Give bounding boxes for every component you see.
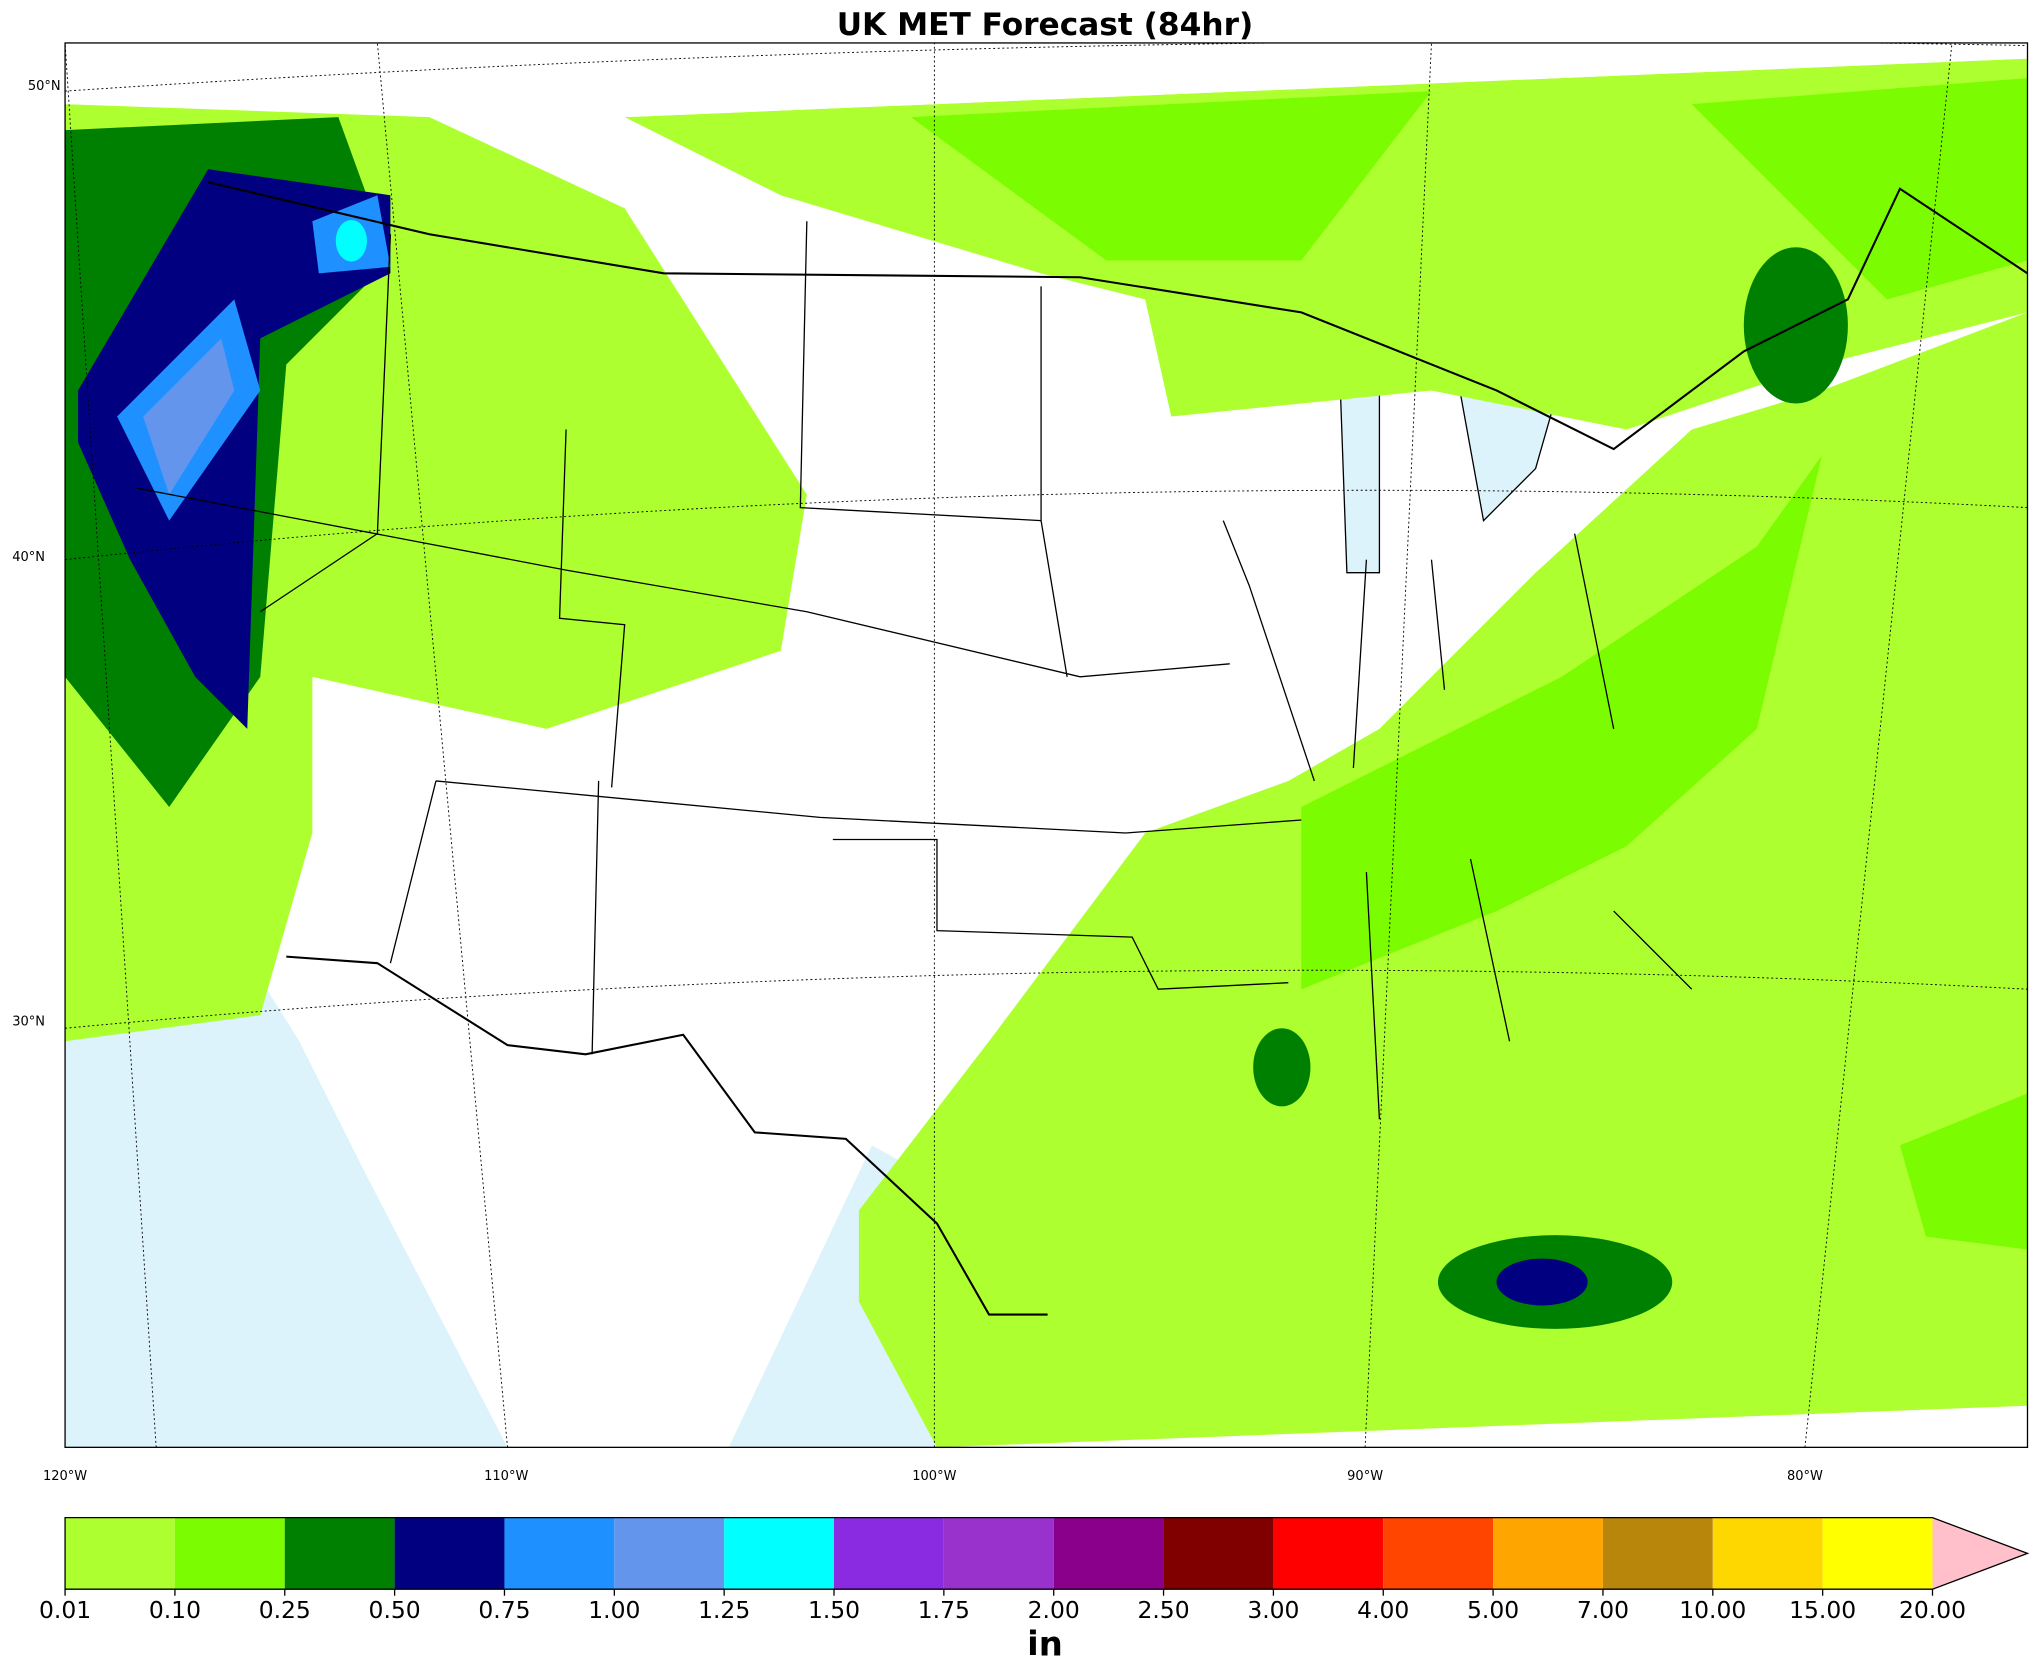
map-title: UK MET Forecast (84hr) (837, 7, 1254, 43)
precip-area (1301, 455, 2028, 1250)
colorbar-tick-label: 1.50 (808, 1596, 860, 1624)
colorbar-tick-label: 5.00 (1467, 1596, 1519, 1624)
colorbar-segment (1493, 1517, 1603, 1590)
outside-domain (65, 42, 2028, 118)
longitude-label: 80°W (1787, 1469, 1823, 1484)
precip-area (1496, 1258, 1588, 1306)
latitude-label: 40°N (12, 550, 45, 565)
precip-area (1253, 1028, 1311, 1107)
country-border (286, 955, 1048, 1316)
colorbar-segment (504, 1517, 615, 1590)
colorbar-segment (1602, 1517, 1713, 1590)
colorbar-tick-label: 1.75 (918, 1596, 970, 1624)
colorbar-unit: in (1027, 1625, 1063, 1664)
colorbar-tick-label: 0.25 (259, 1596, 311, 1624)
colorbar-tick-label: 7.00 (1577, 1596, 1629, 1624)
outside-domain (65, 1405, 2028, 1448)
colorbar-tick-label: 1.25 (698, 1596, 750, 1624)
precip-area (143, 338, 235, 495)
latitude-label: 50°N (28, 79, 61, 94)
longitude-label: 90°W (1347, 1469, 1383, 1484)
longitude-label: 120°W (43, 1469, 87, 1484)
colorbar-segment (834, 1517, 944, 1590)
precip-area (910, 78, 2028, 300)
colorbar-outline (64, 1516, 2030, 1590)
precip-area (335, 219, 367, 262)
colorbar-tick-label: 15.00 (1789, 1596, 1856, 1624)
colorbar-segment (724, 1517, 835, 1590)
longitude-label: 100°W (912, 1469, 956, 1484)
country-border (207, 181, 2028, 451)
map (65, 42, 2028, 1448)
colorbar-segment (1383, 1517, 1494, 1590)
colorbar-tick-label: 0.50 (369, 1596, 421, 1624)
colorbar-segment (1712, 1517, 1823, 1590)
colorbar-segment (1163, 1517, 1274, 1590)
colorbar-tick-label: 2.50 (1137, 1596, 1189, 1624)
colorbar-tick-label: 1.00 (588, 1596, 640, 1624)
colorbar-segment (1053, 1517, 1164, 1590)
colorbar-extension (1932, 1517, 2028, 1590)
graticule (65, 42, 2028, 1448)
colorbar-segment (174, 1517, 285, 1590)
colorbar-tick-label: 4.00 (1357, 1596, 1409, 1624)
colorbar-segment (65, 1517, 175, 1590)
colorbar-segment (1822, 1517, 1933, 1590)
colorbar-segment (614, 1517, 725, 1590)
colorbar-segment (943, 1517, 1054, 1590)
state-borders (136, 221, 1693, 1120)
colorbar-segment (1273, 1517, 1384, 1590)
longitude-label: 110°W (484, 1469, 528, 1484)
colorbar-tick-label: 3.00 (1247, 1596, 1299, 1624)
colorbar-tick-label: 20.00 (1899, 1596, 1966, 1624)
latitude-label: 30°N (12, 1015, 45, 1030)
colorbar-tick-label: 2.00 (1028, 1596, 1080, 1624)
colorbar-tick-label: 0.01 (39, 1596, 91, 1624)
colorbar-tick-label: 10.00 (1679, 1596, 1746, 1624)
precip-area (78, 169, 391, 729)
colorbar-tick-label: 0.75 (478, 1596, 530, 1624)
colorbar-tick-label: 0.10 (149, 1596, 201, 1624)
colorbar-segment (394, 1517, 505, 1590)
map-frame (64, 42, 2029, 1448)
colorbar-segment (284, 1517, 395, 1590)
pacific-ocean (65, 898, 508, 1448)
